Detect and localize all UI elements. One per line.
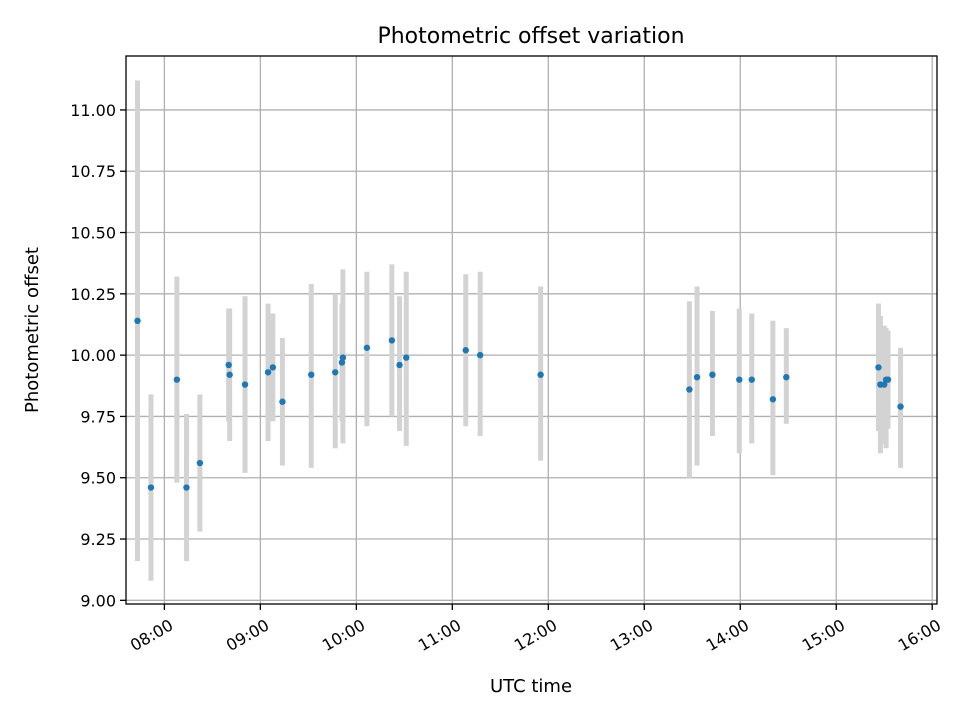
data-point	[308, 371, 315, 378]
data-point	[884, 376, 892, 383]
data-point	[709, 371, 716, 378]
data-point	[225, 361, 232, 369]
data-point	[897, 403, 904, 410]
grid	[126, 56, 937, 604]
data-point	[279, 398, 286, 405]
data-point	[537, 371, 544, 378]
y-axis-label: Photometric offset	[22, 247, 43, 413]
data-point	[339, 354, 347, 361]
data-point	[388, 337, 396, 344]
y-tick-label: 11.00	[70, 101, 116, 120]
y-tick-label: 10.00	[70, 346, 116, 365]
chart-title: Photometric offset variation	[377, 24, 684, 49]
data-point	[403, 354, 410, 361]
y-tick-label: 10.75	[70, 162, 116, 181]
x-axis-label: UTC time	[490, 676, 572, 697]
data-point	[332, 369, 339, 376]
data-points	[134, 317, 904, 491]
data-point	[875, 364, 882, 371]
y-tick-label: 9.75	[80, 407, 116, 426]
data-point	[396, 361, 403, 369]
data-point	[226, 371, 233, 378]
data-point	[134, 317, 141, 325]
plot-area	[126, 56, 937, 604]
data-point	[196, 459, 204, 467]
data-point	[183, 484, 190, 491]
data-point	[736, 376, 743, 383]
data-point	[241, 381, 249, 388]
data-point	[338, 359, 346, 366]
axes-frame	[125, 55, 938, 605]
data-point	[363, 344, 371, 351]
data-point	[462, 347, 469, 354]
y-tick-label: 9.00	[80, 591, 116, 610]
data-point	[264, 369, 272, 376]
y-tick-label: 10.50	[70, 224, 116, 243]
data-point	[769, 396, 777, 403]
data-point	[881, 381, 888, 388]
data-point	[173, 376, 181, 383]
data-point	[693, 373, 701, 381]
data-point	[147, 484, 155, 491]
data-point	[269, 364, 277, 371]
y-tick-label: 9.50	[80, 469, 116, 488]
data-point	[783, 373, 790, 381]
y-tick-label: 10.25	[70, 285, 116, 304]
data-point	[476, 351, 484, 359]
data-point	[748, 376, 755, 383]
y-axis: 9.00 9.25 9.50 9.75 10.00 10.25 10.50 10.75 11.0…	[70, 101, 126, 610]
data-point	[686, 386, 693, 393]
y-tick-label: 9.25	[80, 530, 116, 549]
